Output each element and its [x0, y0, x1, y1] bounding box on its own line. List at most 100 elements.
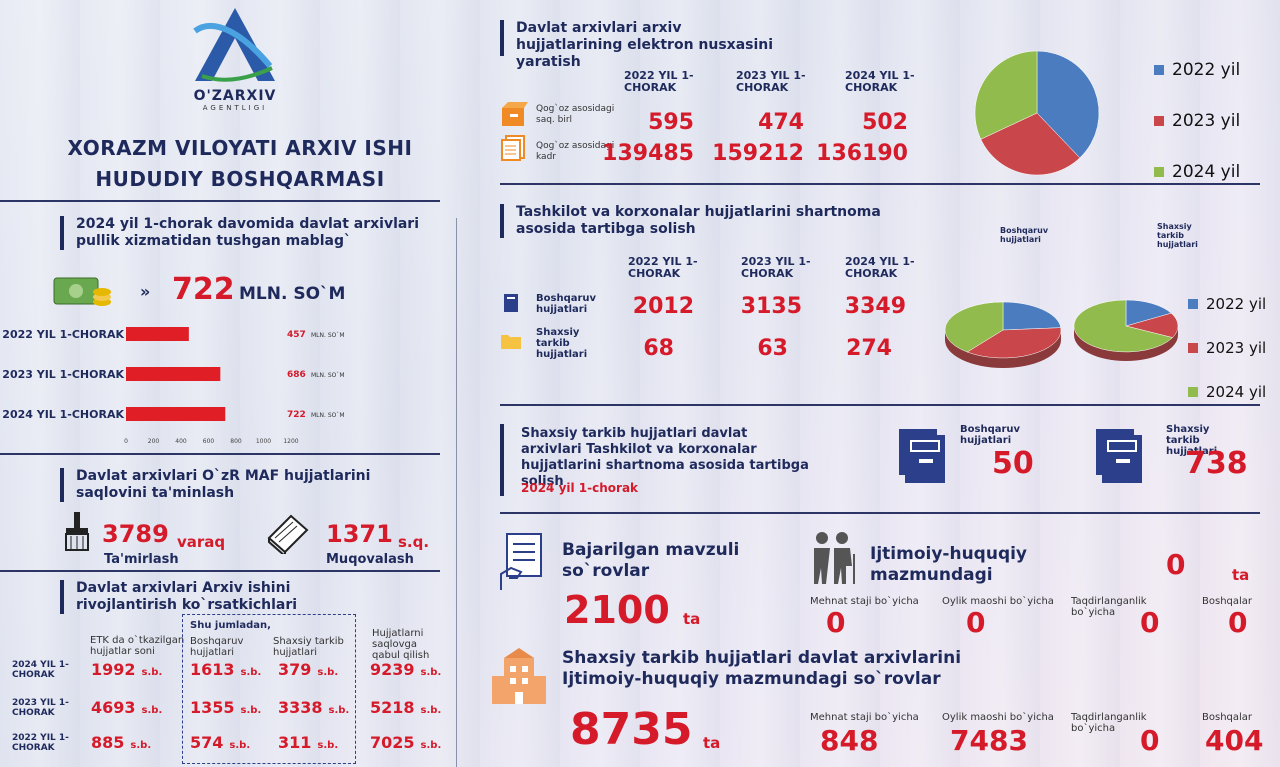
social-sub-1: 0	[826, 606, 846, 639]
legend-swatch	[1154, 64, 1164, 75]
rev-category-label: 2023 YIL 1-CHORAK	[2, 368, 124, 381]
brush-icon	[60, 510, 94, 556]
con-row2-label: Shaxsiy tarkib hujjatlari	[536, 327, 588, 360]
dev-bosh: 574 s.b.	[190, 733, 250, 752]
rev-value-label: 722	[287, 410, 306, 420]
logo-name: O'ZARXIV	[193, 88, 277, 104]
clipboard-hand-icon	[497, 532, 545, 596]
rev-x-tick: 200	[148, 438, 160, 445]
logo: O'ZARXIV AGENTLIGI	[190, 6, 280, 116]
personal-block	[500, 424, 824, 496]
con-row1-label: Boshqaruv hujjatlari	[536, 293, 597, 315]
col-bosh: Boshqaruv hujjatlari	[190, 636, 244, 658]
rev-bar	[126, 367, 221, 381]
social-sub-4: 0	[1228, 606, 1248, 639]
personal-sub-3: 0	[1140, 724, 1160, 757]
contract-pie-1	[944, 301, 1062, 368]
pie-slice	[944, 301, 1004, 353]
dev-etk: 1992 s.b.	[91, 660, 162, 679]
money-icon	[52, 272, 112, 312]
rev-category-label: 2022 YIL 1-CHORAK	[2, 328, 124, 341]
con-r1-2024: 3349	[844, 294, 906, 319]
folder-yellow-icon	[500, 332, 522, 354]
con-r2-2023: 63	[757, 336, 788, 361]
dev-bosh-number: 1355	[190, 698, 235, 717]
repair-unit: varaq	[177, 533, 226, 551]
social-sub-label-1: Mehnat staji bo`yicha	[810, 596, 919, 607]
building-icon	[490, 646, 548, 710]
electronic-pie-chart	[974, 50, 1100, 176]
dev-qabul-unit: s.b.	[420, 705, 442, 716]
rev-x-tick: 400	[175, 438, 187, 445]
maf-title: Davlat arxivlari O`zR MAF hujjatlarini s…	[60, 468, 376, 502]
dev-bosh-unit: s.b.	[229, 740, 251, 751]
dev-qabul: 5218 s.b.	[370, 698, 441, 717]
con-r2-2022: 68	[643, 336, 674, 361]
bind-value: 1371	[326, 520, 393, 548]
social-sub-label-2: Oylik maoshi bo`yicha	[942, 596, 1054, 607]
revenue-title: 2024 yil 1-chorak davomida davlat arxivl…	[60, 216, 446, 250]
legend-label: 2022 yil	[1172, 59, 1241, 80]
electronic-legend: 2022 yil 2023 yil 2024 yil	[1154, 44, 1274, 197]
elec-r1-2024: 502	[862, 110, 908, 135]
logo-mark-icon	[193, 8, 275, 82]
divider	[500, 404, 1260, 406]
personal-bosh-value: 50	[992, 446, 1034, 481]
books-icon	[265, 508, 311, 559]
pie-slice	[966, 327, 1062, 359]
pie-slice	[980, 112, 1081, 176]
dev-shax: 379 s.b.	[278, 660, 338, 679]
revenue-amount: 722	[172, 272, 235, 307]
dev-shax-unit: s.b.	[317, 740, 339, 751]
rev-bar	[126, 407, 226, 421]
rev-x-tick: 1000	[256, 438, 271, 445]
personal-sub-label-3: Taqdirlanganlik bo`yicha	[1071, 712, 1147, 734]
shu-label: Shu jumladan,	[190, 620, 271, 631]
bind-label: Muqovalash	[326, 552, 414, 567]
con-r1-2022: 2012	[632, 294, 694, 319]
dev-bosh: 1355 s.b.	[190, 698, 261, 717]
documents-icon	[500, 134, 528, 166]
pie-slice	[974, 50, 1038, 140]
elec-row2-label: Qog`oz asosidagi kadr	[536, 141, 615, 162]
dev-etk-unit: s.b.	[141, 667, 163, 678]
social-sub-label-3: Taqdirlanganlik bo`yicha	[1071, 596, 1147, 618]
social-value: 0	[1166, 548, 1186, 581]
elec-r1-2022: 595	[648, 110, 694, 135]
dev-bosh-number: 574	[190, 733, 224, 752]
legend-swatch	[1154, 166, 1164, 177]
legend-label: 2022 yil	[1206, 295, 1267, 313]
con-r1-2023: 3135	[740, 294, 802, 319]
personal-shax-label: Shaxsiy tarkib hujjatlari	[1166, 424, 1218, 457]
elec-r1-2023: 474	[758, 110, 804, 135]
elec-r2-2022: 139485	[602, 141, 694, 166]
dev-row-period: 2023 YIL 1-CHORAK	[12, 698, 69, 718]
pie-slice	[1073, 299, 1174, 353]
rev-value-label: 457	[287, 330, 306, 340]
bind-unit: s.q.	[398, 533, 430, 551]
dev-etk: 4693 s.b.	[91, 698, 162, 717]
rev-x-tick: 800	[230, 438, 242, 445]
repair-value: 3789	[102, 520, 169, 548]
legend-item: 2023 yil	[1188, 326, 1280, 370]
contract-legend: 2022 yil 2023 yil 2024 yil	[1188, 282, 1280, 414]
dev-shax-unit: s.b.	[317, 667, 339, 678]
col-shax: Shaxsiy tarkib hujjatlari	[273, 636, 344, 658]
pie-slice	[1125, 312, 1179, 338]
personal-sub-2: 7483	[950, 724, 1028, 757]
contract-pie-2	[1073, 299, 1179, 361]
personal-sub-label-2: Oylik maoshi bo`yicha	[942, 712, 1054, 723]
personal-title: Shaxsiy tarkib hujjatlari davlat arxivla…	[521, 426, 809, 489]
personal-requests-value: 8735	[570, 704, 693, 755]
dev-etk-number: 4693	[91, 698, 136, 717]
thematic-title: Bajarilgan mavzuli so`rovlar	[562, 540, 740, 581]
legend-label: 2023 yil	[1172, 110, 1241, 131]
archive-box-icon-2	[1092, 423, 1146, 489]
revenue-unit: MLN. SO`M	[239, 284, 346, 304]
legend-item: 2022 yil	[1188, 282, 1280, 326]
legend-swatch	[1188, 299, 1198, 309]
con-r2-2024: 274	[846, 336, 892, 361]
personal-requests-ta: ta	[703, 734, 721, 752]
elec-r2-2024: 136190	[816, 141, 908, 166]
personal-sub-4: 404	[1205, 724, 1264, 757]
